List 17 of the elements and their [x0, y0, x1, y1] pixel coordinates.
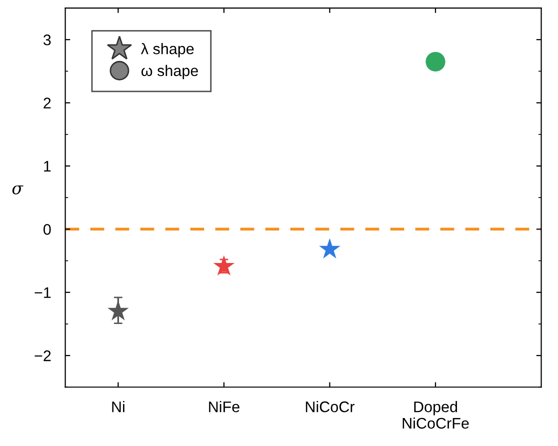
annotation: λ shape	[140, 43, 194, 58]
point	[108, 300, 129, 320]
point	[426, 52, 446, 72]
y-tick-label: 2	[44, 98, 51, 108]
y-tick-label: 1	[44, 161, 51, 172]
y-axis-title: σ	[12, 185, 24, 194]
point	[213, 255, 235, 276]
x-tick-label: Ni	[112, 401, 124, 412]
y-tick-label: 3	[43, 34, 51, 46]
y-tick-label: 0	[44, 224, 51, 235]
x-tick-label: Doped NiCoCrFe	[402, 401, 469, 429]
y-tick-label: −1	[34, 287, 51, 298]
annotation: ω shape	[141, 64, 198, 80]
y-tick-label: −2	[34, 350, 51, 362]
point	[319, 238, 340, 258]
x-tick-label: NiCoCr	[306, 401, 354, 412]
x-tick-label: NiFe	[209, 401, 240, 412]
